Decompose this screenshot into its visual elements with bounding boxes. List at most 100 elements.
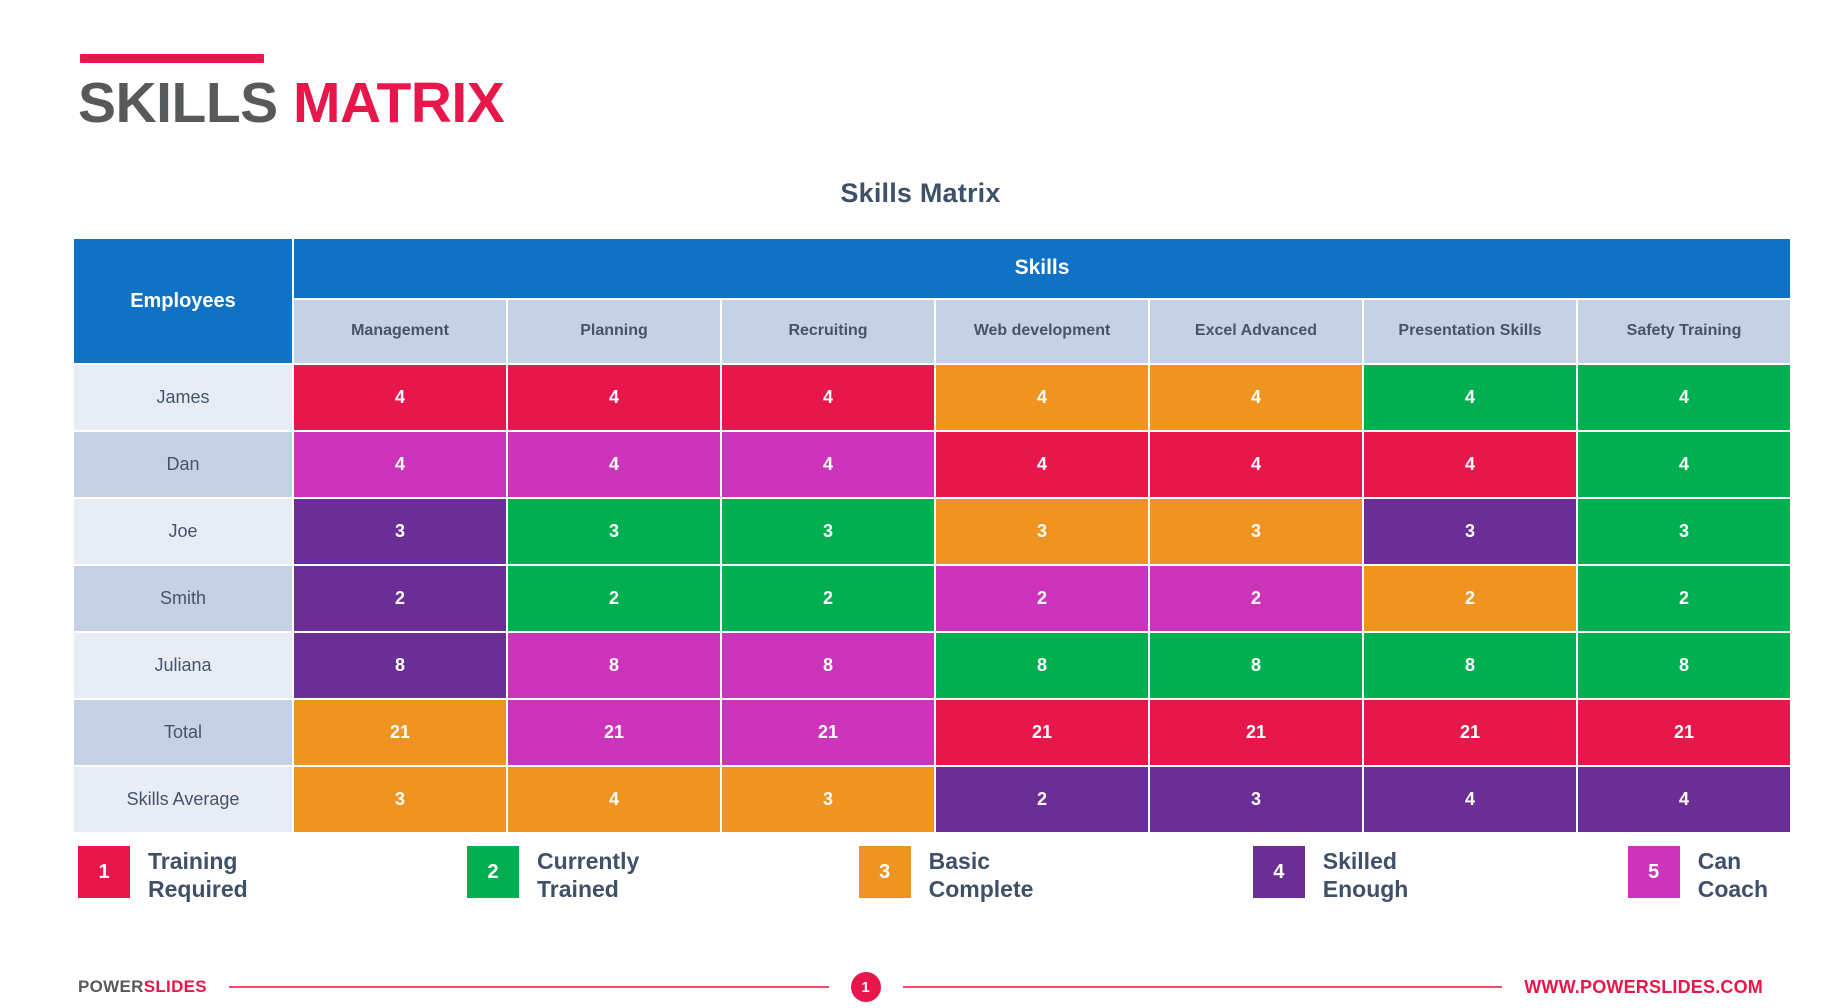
table-row: Dan 4 4 4 4 4 4 4 bbox=[74, 432, 1790, 497]
page-title-skills: SKILLS bbox=[78, 71, 278, 135]
rating-cell[interactable]: 2 bbox=[1150, 566, 1362, 631]
table-row: Total 21 21 21 21 21 21 21 bbox=[74, 700, 1790, 765]
employee-name-cell: Joe bbox=[74, 499, 292, 564]
rating-cell[interactable]: 8 bbox=[722, 633, 934, 698]
rating-cell[interactable]: 2 bbox=[1578, 566, 1790, 631]
rating-cell[interactable]: 3 bbox=[722, 499, 934, 564]
rating-cell[interactable]: 4 bbox=[936, 432, 1148, 497]
employee-name-cell: Skills Average bbox=[74, 767, 292, 832]
skills-matrix-container: Employees Skills Management Planning Rec… bbox=[72, 237, 1790, 834]
rating-cell[interactable]: 2 bbox=[936, 566, 1148, 631]
rating-cell[interactable]: 4 bbox=[1364, 767, 1576, 832]
rating-cell[interactable]: 3 bbox=[508, 499, 720, 564]
rating-cell[interactable]: 4 bbox=[722, 432, 934, 497]
rating-cell[interactable]: 8 bbox=[936, 633, 1148, 698]
table-row: Skills Average 3 4 3 2 3 4 4 bbox=[74, 767, 1790, 832]
legend-label: Skilled Enough bbox=[1322, 848, 1409, 903]
skills-header: Skills bbox=[294, 239, 1790, 298]
column-header-management: Management bbox=[294, 299, 506, 363]
page-title: SKILLS MATRIX bbox=[78, 75, 505, 132]
rating-cell[interactable]: 21 bbox=[1364, 700, 1576, 765]
legend-item: 2 Currently Trained bbox=[467, 846, 639, 903]
rating-cell[interactable]: 3 bbox=[1578, 499, 1790, 564]
legend-swatch: 4 bbox=[1252, 846, 1305, 898]
rating-cell[interactable]: 8 bbox=[294, 633, 506, 698]
employee-name-cell: James bbox=[74, 365, 292, 430]
legend-item: 5 Can Coach bbox=[1627, 846, 1768, 903]
rating-cell[interactable]: 3 bbox=[1150, 767, 1362, 832]
rating-cell[interactable]: 4 bbox=[508, 767, 720, 832]
rating-cell[interactable]: 2 bbox=[294, 566, 506, 631]
rating-cell[interactable]: 4 bbox=[1150, 432, 1362, 497]
legend-item: 3 Basic Complete bbox=[858, 846, 1034, 903]
legend-label: Training Required bbox=[148, 848, 248, 903]
rating-cell[interactable]: 8 bbox=[1578, 633, 1790, 698]
rating-cell[interactable]: 4 bbox=[1150, 365, 1362, 430]
rating-cell[interactable]: 4 bbox=[294, 432, 506, 497]
rating-cell[interactable]: 4 bbox=[936, 365, 1148, 430]
rating-cell[interactable]: 8 bbox=[1150, 633, 1362, 698]
rating-cell[interactable]: 21 bbox=[722, 700, 934, 765]
brand-slides: SLIDES bbox=[143, 977, 207, 996]
powerslides-logo: POWERSLIDES bbox=[78, 977, 207, 997]
rating-cell[interactable]: 4 bbox=[1364, 432, 1576, 497]
rating-cell[interactable]: 21 bbox=[508, 700, 720, 765]
website-url[interactable]: WWW.POWERSLIDES.COM bbox=[1524, 976, 1764, 997]
employee-name-cell: Smith bbox=[74, 566, 292, 631]
matrix-subtitle: Skills Matrix bbox=[840, 178, 1001, 208]
legend-label: Currently Trained bbox=[537, 848, 640, 903]
rating-cell[interactable]: 3 bbox=[936, 499, 1148, 564]
skill-column-header-row: Management Planning Recruiting Web devel… bbox=[74, 299, 1790, 363]
column-header-excel-advanced: Excel Advanced bbox=[1150, 299, 1362, 363]
title-accent-rule bbox=[80, 54, 264, 63]
footer-divider-right bbox=[902, 986, 1503, 988]
matrix-table-body: James 4 4 4 4 4 4 4 Dan 4 4 4 4 4 4 4 Joe 3 3 3 3 3 3 3 Smith 2 2 2… bbox=[74, 365, 1790, 832]
rating-cell[interactable]: 4 bbox=[1578, 365, 1790, 430]
rating-cell[interactable]: 8 bbox=[1364, 633, 1576, 698]
matrix-table-head: Employees Skills Management Planning Rec… bbox=[74, 239, 1790, 363]
rating-cell[interactable]: 4 bbox=[508, 365, 720, 430]
rating-cell[interactable]: 3 bbox=[294, 767, 506, 832]
table-row: Smith 2 2 2 2 2 2 2 bbox=[74, 566, 1790, 631]
rating-cell[interactable]: 2 bbox=[508, 566, 720, 631]
rating-cell[interactable]: 8 bbox=[508, 633, 720, 698]
column-header-planning: Planning bbox=[508, 299, 720, 363]
footer-divider-left bbox=[228, 986, 829, 988]
legend-item: 4 Skilled Enough bbox=[1252, 846, 1409, 903]
table-row: Juliana 8 8 8 8 8 8 8 bbox=[74, 633, 1790, 698]
column-header-recruiting: Recruiting bbox=[722, 299, 934, 363]
legend-swatch: 3 bbox=[858, 846, 911, 898]
rating-cell[interactable]: 3 bbox=[294, 499, 506, 564]
rating-cell[interactable]: 2 bbox=[722, 566, 934, 631]
rating-cell[interactable]: 4 bbox=[1364, 365, 1576, 430]
column-header-presentation-skills: Presentation Skills bbox=[1364, 299, 1576, 363]
rating-cell[interactable]: 4 bbox=[1578, 432, 1790, 497]
legend-label: Can Coach bbox=[1697, 848, 1768, 903]
employees-header: Employees bbox=[74, 239, 292, 363]
rating-cell[interactable]: 4 bbox=[722, 365, 934, 430]
rating-cell[interactable]: 21 bbox=[936, 700, 1148, 765]
rating-cell[interactable]: 3 bbox=[1364, 499, 1576, 564]
legend-swatch: 5 bbox=[1627, 846, 1680, 898]
page-title-matrix: MATRIX bbox=[293, 71, 505, 135]
skills-matrix-table: Employees Skills Management Planning Rec… bbox=[72, 237, 1792, 834]
employee-name-cell: Juliana bbox=[74, 633, 292, 698]
rating-cell[interactable]: 4 bbox=[508, 432, 720, 497]
brand-power: POWER bbox=[78, 977, 144, 996]
rating-cell[interactable]: 21 bbox=[294, 700, 506, 765]
rating-cell[interactable]: 21 bbox=[1150, 700, 1362, 765]
column-header-web-development: Web development bbox=[936, 299, 1148, 363]
rating-cell[interactable]: 3 bbox=[722, 767, 934, 832]
table-row: James 4 4 4 4 4 4 4 bbox=[74, 365, 1790, 430]
rating-cell[interactable]: 2 bbox=[936, 767, 1148, 832]
rating-cell[interactable]: 4 bbox=[294, 365, 506, 430]
legend-swatch: 2 bbox=[467, 846, 520, 898]
legend-label: Basic Complete bbox=[928, 848, 1034, 903]
rating-cell[interactable]: 2 bbox=[1364, 566, 1576, 631]
employee-name-cell: Dan bbox=[74, 432, 292, 497]
legend-item: 1 Training Required bbox=[78, 846, 248, 903]
rating-cell[interactable]: 21 bbox=[1578, 700, 1790, 765]
page-number-badge: 1 bbox=[850, 972, 881, 1002]
rating-cell[interactable]: 4 bbox=[1578, 767, 1790, 832]
rating-cell[interactable]: 3 bbox=[1150, 499, 1362, 564]
